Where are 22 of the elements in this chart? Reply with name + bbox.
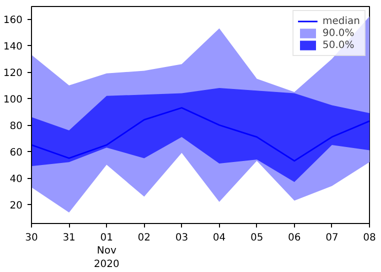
legend-label: 50.0% [322,39,354,51]
x-tick-label: 03 [175,232,188,244]
y-tick-label: 80 [10,121,23,132]
legend-label: 90.0% [322,27,354,39]
x-tick-label: 07 [326,232,338,244]
y-tick-label: 40 [10,174,23,186]
x-tick-label: 08 [363,232,376,244]
x-tick-label: 30 [25,232,38,244]
y-tick-label: 60 [10,148,23,159]
x-tick-label: 01 Nov 2020 [94,232,120,270]
x-tick-label: 05 [250,232,264,244]
y-tick-label: 120 [3,68,23,80]
x-tick-label: 04 [212,232,226,244]
x-tick-label: 02 [138,232,151,244]
x-tick-label: 06 [288,232,301,244]
x-tick-label: 31 [62,232,76,244]
y-tick-label: 140 [3,42,23,53]
y-tick-label: 160 [3,15,23,26]
legend-label: median [322,15,360,27]
line-series [32,107,370,162]
y-tick-label: 100 [3,94,23,106]
y-tick-label: 20 [10,200,23,212]
